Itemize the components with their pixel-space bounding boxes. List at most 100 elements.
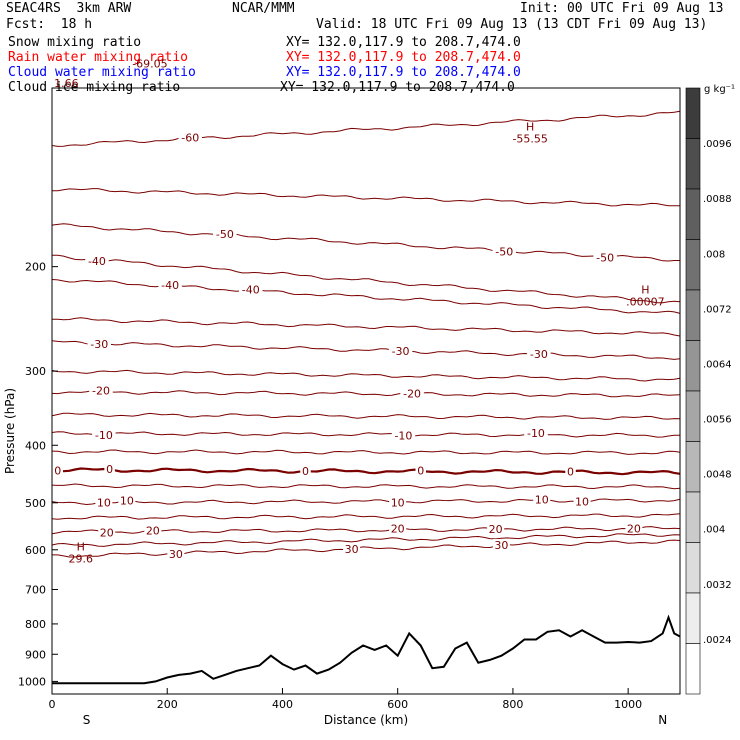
colorbar-segment (685, 239, 701, 291)
contour-label-bg (213, 227, 237, 239)
colorbar-label: .0072 (703, 304, 732, 315)
contour-label: 30 (494, 539, 508, 552)
contour-label-bg (389, 522, 407, 534)
org-label: NCAR/MMM (232, 1, 295, 16)
extremum-value: 29.6 (69, 553, 94, 566)
extremum-value: -55.55 (512, 133, 547, 146)
contour-label: -40 (242, 284, 260, 297)
y-tick-label: 900 (25, 648, 46, 661)
x-tick-label: 800 (502, 698, 523, 711)
contour-label: -10 (394, 429, 412, 442)
isotherm-line (51, 279, 681, 314)
colorbar-label: .0088 (703, 194, 732, 205)
x-tick-label: 0 (49, 698, 56, 711)
contour-label: -50 (495, 246, 513, 259)
contour-label: 20 (627, 523, 641, 536)
y-tick-label: 700 (25, 584, 46, 597)
contour-label-bg (167, 547, 185, 559)
extremum-value: .00007 (626, 296, 665, 309)
colorbar-segment (685, 643, 701, 695)
colorbar-segment (685, 390, 701, 442)
contour-label: 0 (302, 465, 309, 478)
contour-label-bg (625, 522, 643, 534)
contour-label-bg (52, 464, 64, 476)
contour-label: 30 (169, 548, 183, 561)
contour-label: 10 (120, 495, 134, 508)
terrain-outline (52, 614, 681, 685)
contour-label-bg (492, 539, 510, 551)
y-tick-label: 600 (25, 544, 46, 557)
y-tick-label: 400 (25, 439, 46, 452)
contour-label-bg (388, 345, 413, 357)
colorbar-label: .008 (703, 249, 725, 260)
contour-label-bg (400, 387, 424, 399)
contour-label-bg (300, 465, 311, 477)
contour-label-bg (144, 524, 162, 536)
isotherm-line (51, 389, 681, 398)
contour-label: 20 (489, 523, 503, 536)
contour-label: 30 (345, 543, 359, 556)
colorbar-label: .004 (703, 525, 725, 536)
x-axis-title: Distance (km) (324, 713, 408, 727)
isotherm-line (51, 223, 680, 262)
contour-label: -20 (92, 384, 110, 397)
isotherm-contours: -60 -50 -50 -50 -40 -40 -40 -30 -30 -30 -20 -20 -10 -… (51, 110, 681, 561)
forecast-hour: Fcst: 18 h (6, 17, 93, 32)
extremum-value: -69.05 (132, 58, 167, 71)
contour-label-bg (565, 465, 576, 477)
contour-label: -20 (403, 387, 421, 400)
isotherm-line (51, 340, 681, 360)
isotherm-line (51, 110, 681, 147)
contour-label: 0 (54, 465, 61, 478)
x-tick-label: 400 (272, 698, 293, 711)
contour-label-bg (492, 245, 517, 257)
isotherm-line (52, 254, 681, 304)
y-tick-label: 300 (25, 365, 46, 378)
terrain-fill (52, 617, 680, 694)
contour-label-bg (389, 496, 407, 508)
field-name-rain: Rain water mixing ratio (8, 50, 189, 65)
x-axis-ticks: 0 200 400 600 800 1000 (49, 688, 642, 711)
contour-label-bg (89, 384, 113, 396)
contour-label: 10 (97, 497, 111, 510)
colorbar-label: .0024 (703, 635, 732, 646)
isotherm-line (51, 467, 681, 476)
model-title: SEAC4RS 3km ARW (6, 1, 132, 16)
isotherm-line (51, 369, 681, 382)
isotherm-line (51, 513, 681, 520)
contour-label: -10 (527, 427, 545, 440)
isotherm-line (51, 533, 681, 547)
terrain-layer (52, 614, 681, 694)
contour-label-bg (593, 251, 617, 263)
colorbar-label: .0056 (703, 415, 732, 426)
colorbar-segment (685, 542, 701, 594)
contour-label-bg (415, 464, 426, 476)
contour-label: -50 (216, 228, 234, 241)
colorbar-segment (685, 138, 701, 190)
y-tick-label: 200 (25, 261, 46, 274)
extremum-marker: H (526, 121, 534, 134)
colorbar-label: .0032 (703, 580, 732, 591)
contour-label: -30 (392, 345, 410, 358)
contour-label: 10 (535, 494, 549, 507)
extremum-marker: H (641, 284, 649, 297)
y-tick-label: 800 (25, 618, 46, 631)
field-xy-snow: XY= 132.0,117.9 to 208.7,474.0 (286, 35, 521, 50)
colorbar-segment (685, 87, 701, 139)
contour-label: 0 (417, 464, 424, 477)
colorbar-segment (685, 289, 701, 341)
colorbar-segment (685, 491, 701, 543)
contour-label: 0 (106, 463, 113, 476)
contour-label: 20 (100, 526, 114, 539)
contour-label: -30 (530, 348, 548, 361)
valid-time: Valid: 18 UTC Fri 09 Aug 13 (13 CDT Fri … (316, 17, 708, 32)
field-name-snow: Snow mixing ratio (8, 35, 142, 50)
contour-label-bg (158, 279, 182, 291)
contour-label: -50 (596, 251, 614, 264)
colorbar: g kg⁻¹ .0096 .0088 .008 .0072 .0064 .0056 .0048… (685, 84, 735, 695)
y-tick-label: 1000 (18, 675, 46, 688)
contour-label-bg (92, 429, 116, 441)
contour-label: -10 (95, 429, 113, 442)
isotherm-line (51, 483, 681, 490)
